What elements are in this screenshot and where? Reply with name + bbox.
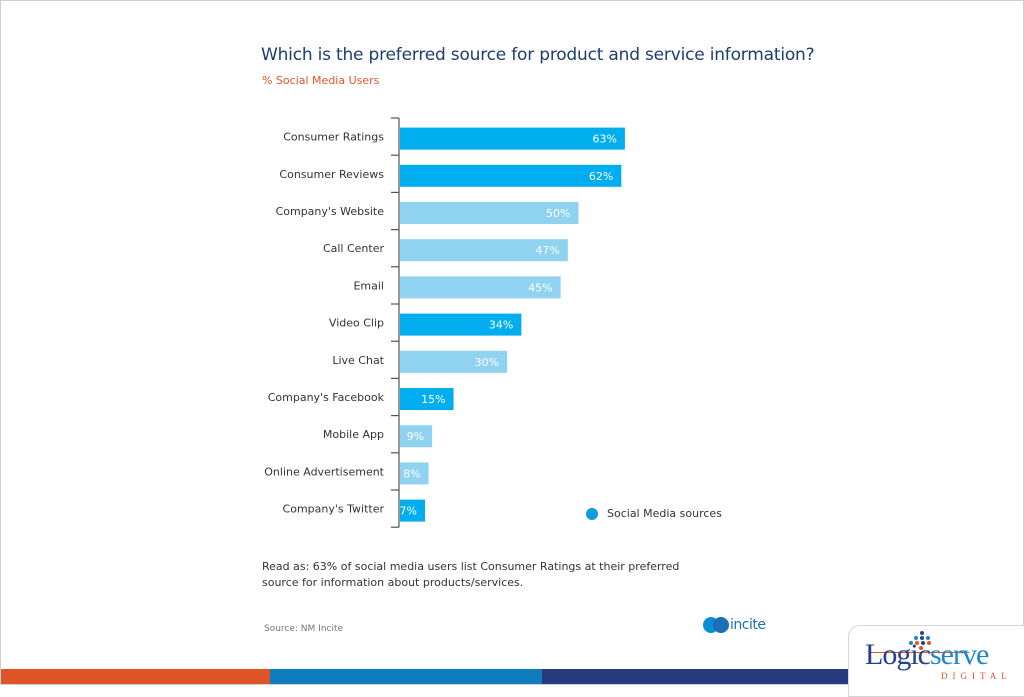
- logicserve-logo: Logicserve DIGITAL: [848, 625, 1024, 697]
- legend: Social Media sources: [586, 507, 722, 520]
- value-label: 8%: [403, 467, 420, 480]
- category-label: Call Center: [323, 242, 385, 255]
- logo-rule: [871, 652, 969, 653]
- y-axis: [391, 117, 400, 528]
- logo-dots-icon: [909, 631, 935, 651]
- bar: [400, 499, 425, 522]
- value-label: 47%: [535, 244, 559, 257]
- nm-logo-text: incite: [730, 617, 766, 633]
- legend-label: Social Media sources: [607, 507, 722, 520]
- category-label: Company's Website: [276, 205, 385, 218]
- logo-subtitle: DIGITAL: [941, 671, 1012, 681]
- value-label: 15%: [421, 393, 445, 406]
- bar: [400, 239, 568, 262]
- read-as-note: Read as: 63% of social media users list …: [262, 560, 680, 589]
- bar: [400, 388, 454, 410]
- legend-dot-icon: [586, 507, 598, 520]
- nm-logo-circles-icon: [703, 617, 729, 633]
- value-label: 30%: [475, 356, 499, 369]
- bar: [400, 313, 522, 336]
- category-label: Online Advertisement: [264, 465, 384, 478]
- category-label: Video Clip: [329, 317, 384, 330]
- value-label: 63%: [592, 133, 616, 146]
- category-label: Email: [353, 279, 384, 292]
- value-label: 45%: [528, 281, 552, 294]
- category-label: Live Chat: [332, 354, 384, 367]
- category-label: Company's Twitter: [283, 503, 385, 516]
- category-label: Consumer Ratings: [283, 131, 384, 144]
- value-label: 7%: [400, 505, 417, 518]
- bar: [400, 127, 625, 150]
- bar: [400, 350, 508, 373]
- logo-wordmark: Logicserve: [865, 638, 989, 671]
- chart-title: Which is the preferred source for produc…: [261, 45, 815, 65]
- bar: [400, 462, 429, 485]
- bar: [400, 425, 433, 448]
- value-label: 9%: [407, 430, 424, 443]
- bar: [400, 276, 561, 299]
- value-label: 34%: [489, 319, 513, 332]
- category-label: Consumer Reviews: [279, 168, 384, 181]
- footer-bar-blue: [270, 669, 542, 684]
- footer-bar-navy: [542, 669, 857, 684]
- category-label: Mobile App: [323, 428, 384, 441]
- category-label: Company's Facebook: [268, 391, 385, 404]
- bar: [400, 202, 579, 224]
- value-label: 62%: [589, 170, 613, 183]
- source-label: Source: NM Incite: [264, 624, 344, 634]
- footer-bar-orange: [1, 669, 270, 684]
- chart-subtitle: % Social Media Users: [262, 74, 380, 87]
- value-label: 50%: [546, 207, 570, 220]
- nm-incite-logo: incite: [703, 617, 766, 633]
- bars-layer: Consumer Ratings 63% Consumer Reviews 62% Co…: [264, 127, 625, 522]
- bar: [400, 164, 622, 187]
